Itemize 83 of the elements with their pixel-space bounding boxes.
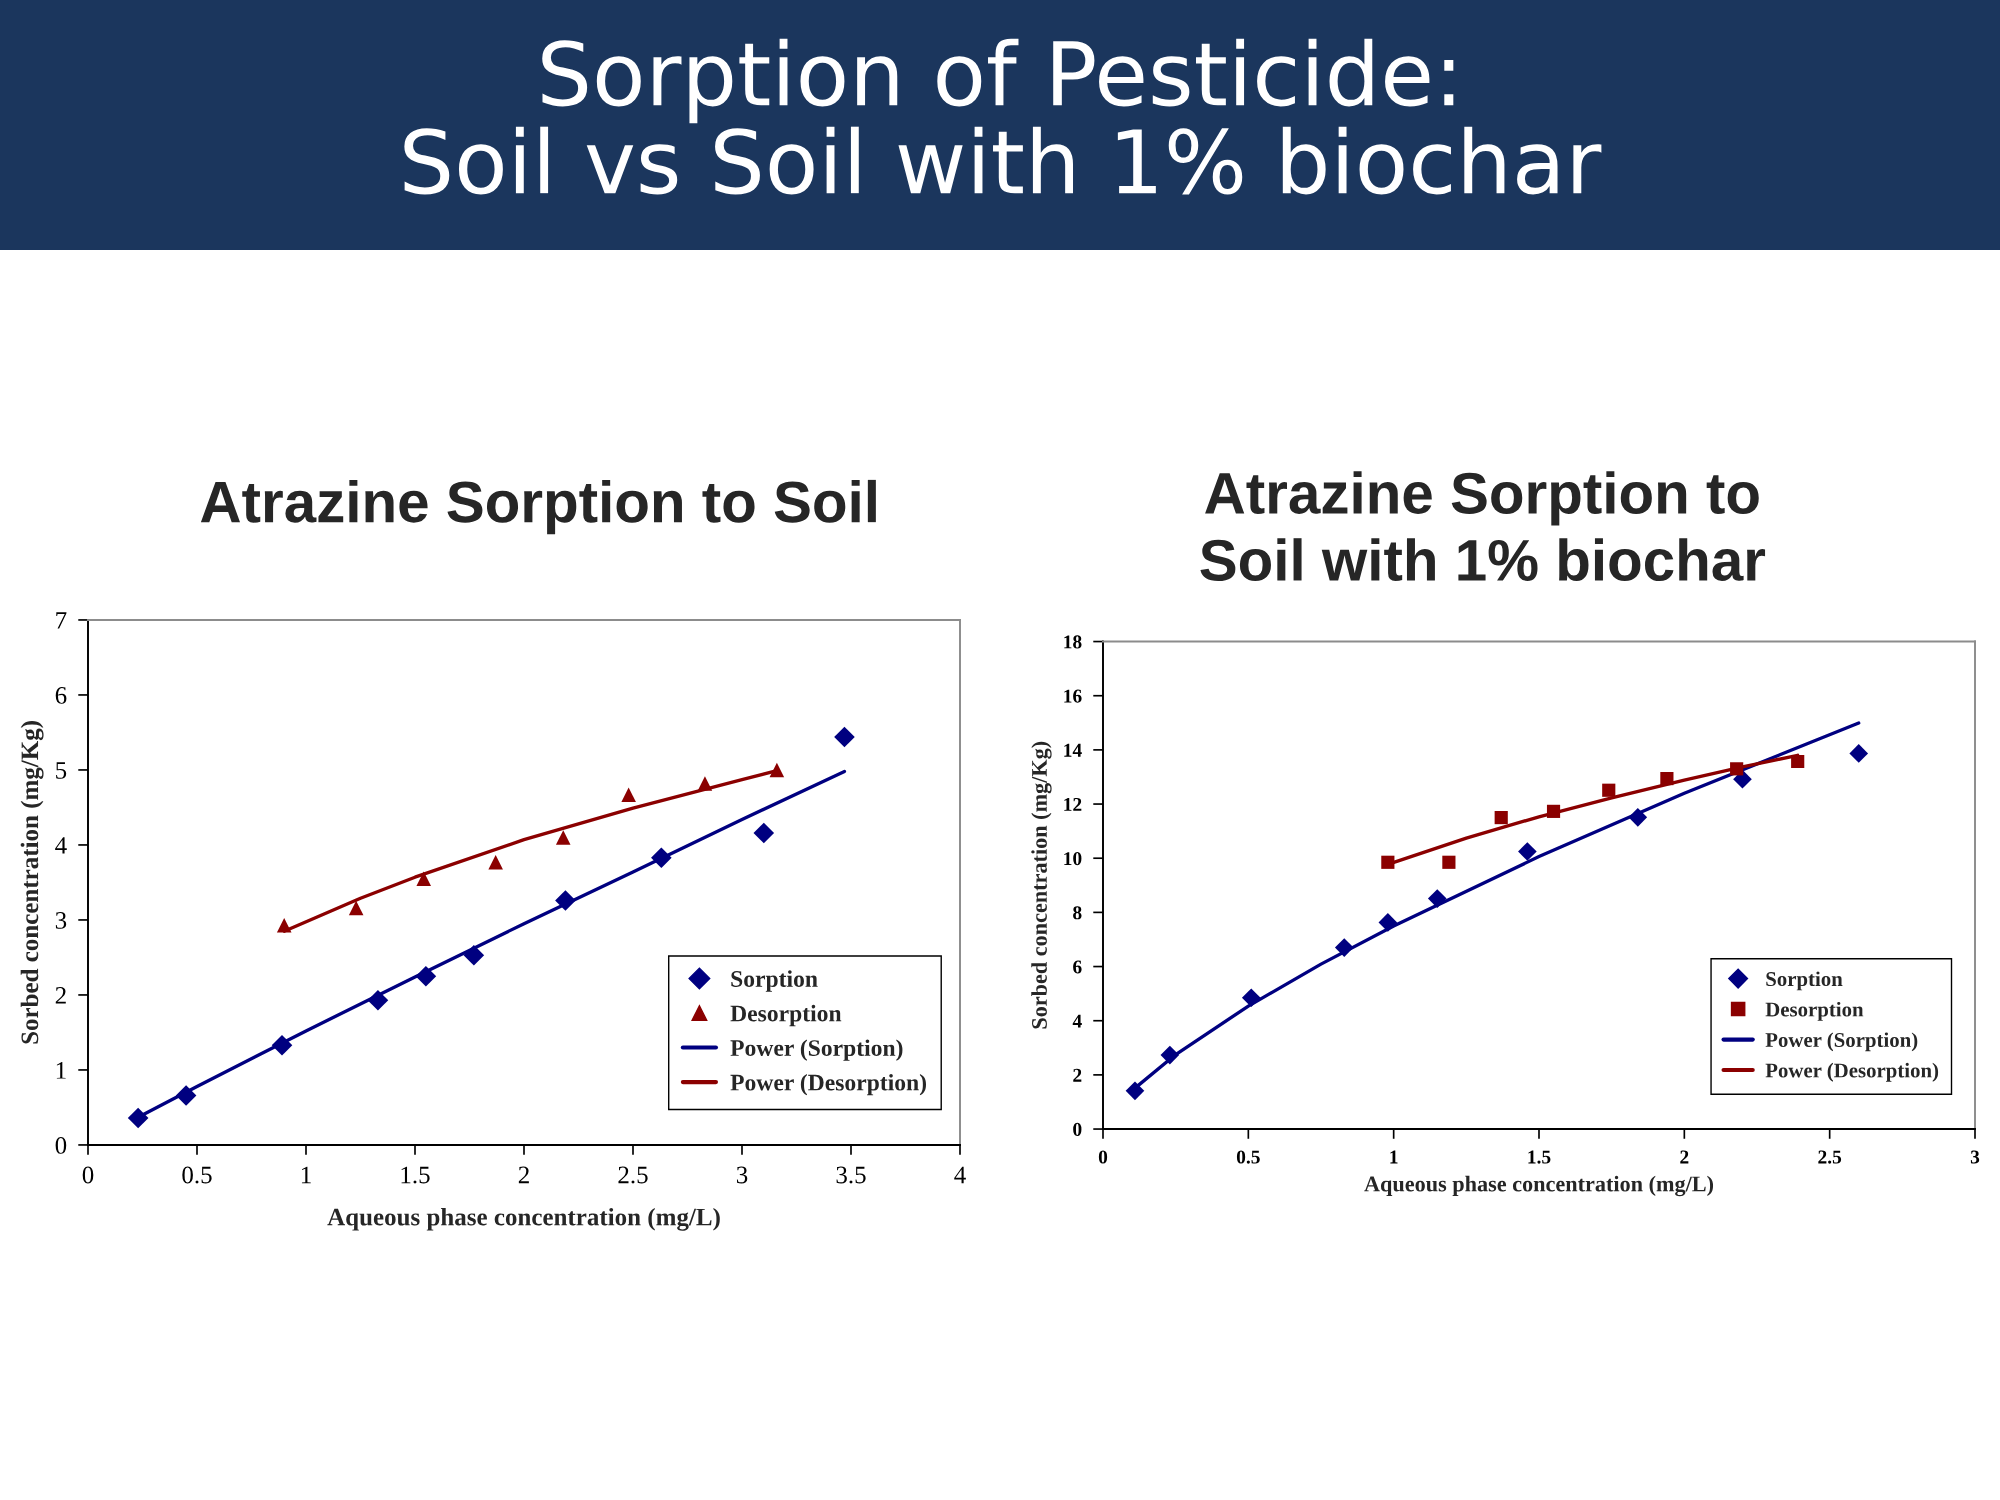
point bbox=[555, 890, 576, 911]
x-tick-label: 2.5 bbox=[618, 1166, 648, 1184]
point bbox=[1125, 1081, 1145, 1101]
x-tick-label: 1.5 bbox=[1528, 1150, 1551, 1164]
x-tick-label: 1.5 bbox=[401, 1166, 430, 1184]
x-tick-label: 0.5 bbox=[182, 1166, 212, 1184]
y-tick-label: 4 bbox=[1072, 1014, 1082, 1028]
point bbox=[1241, 988, 1261, 1008]
point bbox=[175, 1085, 197, 1106]
point bbox=[1730, 762, 1744, 776]
y-axis-title: Sorbed concentration (mg/Kg) bbox=[1031, 741, 1052, 1029]
point bbox=[1160, 1045, 1180, 1065]
point bbox=[271, 1034, 293, 1056]
x-tick-label: 3 bbox=[1970, 1150, 1980, 1164]
point bbox=[463, 944, 485, 966]
point bbox=[769, 762, 785, 778]
point bbox=[127, 1107, 149, 1129]
y-tick-label: 0 bbox=[1073, 1122, 1082, 1136]
y-tick-label: 2 bbox=[55, 987, 66, 1004]
x-tick-label: 3.5 bbox=[836, 1166, 866, 1184]
y-tick-label: 18 bbox=[1064, 635, 1082, 649]
x-axis-title: Aqueous phase concentration (mg/L) bbox=[327, 1207, 720, 1231]
y-tick-label: 10 bbox=[1064, 852, 1082, 866]
y-tick-label: 2 bbox=[1073, 1068, 1082, 1082]
point bbox=[416, 871, 431, 886]
chart-title: Atrazine Sorption to Soil with 1% biochar bbox=[1200, 471, 1766, 582]
y-tick-label: 12 bbox=[1064, 797, 1082, 811]
point bbox=[488, 854, 503, 870]
point bbox=[348, 900, 364, 916]
point bbox=[651, 847, 672, 868]
point bbox=[276, 917, 292, 933]
point bbox=[1442, 855, 1456, 869]
point bbox=[834, 726, 855, 748]
point bbox=[1791, 754, 1805, 769]
x-axis-title: Aqueous phase concentration (mg/L) bbox=[1364, 1175, 1714, 1197]
x-tick-label: 1 bbox=[301, 1166, 311, 1184]
x-tick-label: 2 bbox=[518, 1166, 529, 1184]
point bbox=[1427, 889, 1447, 908]
point bbox=[753, 822, 775, 844]
point bbox=[697, 776, 713, 791]
legend-label: Power (Desorption) bbox=[1765, 1062, 1939, 1082]
x-tick-label: 2.5 bbox=[1818, 1150, 1842, 1164]
x-tick-label: 0 bbox=[82, 1166, 94, 1184]
legend-label: Desorption bbox=[1765, 1001, 1864, 1021]
x-tick-label: 0 bbox=[1098, 1150, 1108, 1164]
text: Sorption of Pesticide: Soil vs Soil with 1% biochar bbox=[404, 38, 1602, 195]
legend-label: Power (Sorption) bbox=[730, 1039, 903, 1061]
legend-label: Desorption bbox=[730, 1004, 842, 1027]
x-tick-label: 3 bbox=[736, 1166, 748, 1184]
point bbox=[1602, 783, 1616, 797]
x-tick-label: 1 bbox=[1390, 1150, 1398, 1164]
point bbox=[1518, 842, 1537, 861]
point bbox=[1628, 808, 1648, 827]
point bbox=[1378, 913, 1398, 932]
x-tick-label: 0.5 bbox=[1236, 1150, 1260, 1164]
y-axis-title: Sorbed concentration (mg/Kg) bbox=[20, 721, 44, 1044]
y-tick-label: 1 bbox=[56, 1062, 66, 1079]
y-tick-label: 7 bbox=[56, 612, 67, 629]
legend-label: Power (Desorption) bbox=[730, 1073, 927, 1096]
legend-label: Sorption bbox=[1766, 971, 1843, 991]
point bbox=[621, 787, 636, 802]
point bbox=[1494, 811, 1508, 825]
point bbox=[1381, 855, 1395, 869]
y-tick-label: 3 bbox=[55, 912, 67, 929]
point bbox=[367, 989, 389, 1011]
point bbox=[415, 965, 437, 987]
point bbox=[1334, 938, 1354, 957]
y-tick-label: 6 bbox=[1073, 960, 1082, 974]
legend-label: Sorption bbox=[731, 970, 818, 992]
point bbox=[1849, 744, 1869, 763]
y-tick-label: 5 bbox=[56, 762, 67, 779]
legend-label: Power (Sorption) bbox=[1765, 1032, 1918, 1052]
point bbox=[1660, 772, 1674, 786]
y-tick-label: 4 bbox=[55, 837, 67, 854]
y-tick-label: 6 bbox=[55, 687, 67, 704]
y-tick-label: 8 bbox=[1073, 906, 1082, 920]
chart-title: Atrazine Sorption to Soil bbox=[200, 479, 876, 535]
x-tick-label: 4 bbox=[954, 1166, 966, 1184]
point bbox=[1546, 804, 1561, 818]
y-tick-label: 16 bbox=[1064, 689, 1082, 703]
point bbox=[555, 830, 571, 845]
x-tick-label: 2 bbox=[1680, 1150, 1689, 1164]
y-tick-label: 14 bbox=[1064, 743, 1082, 757]
